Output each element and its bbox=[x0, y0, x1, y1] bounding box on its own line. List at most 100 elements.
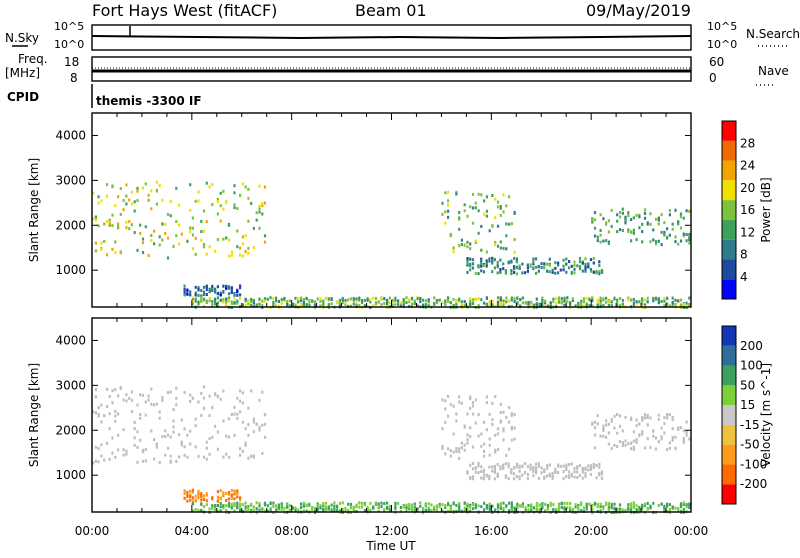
scatter-cell bbox=[97, 201, 100, 205]
scatter-cell bbox=[510, 504, 513, 507]
scatter-cell bbox=[386, 298, 389, 302]
scatter-cell bbox=[488, 465, 491, 469]
scatter-cell bbox=[377, 505, 380, 508]
scatter-cell bbox=[233, 412, 236, 416]
scatter-cell bbox=[366, 298, 369, 302]
scatter-cell bbox=[621, 207, 624, 211]
scatter-cell bbox=[573, 260, 576, 264]
scatter-cell bbox=[97, 460, 100, 464]
scatter-cell bbox=[654, 436, 658, 440]
scatter-cell bbox=[616, 304, 619, 308]
scatter-cell bbox=[483, 442, 486, 446]
scatter-cell bbox=[449, 504, 452, 508]
scatter-cell bbox=[460, 238, 463, 242]
scatter-cell bbox=[230, 286, 233, 290]
scatter-cell bbox=[386, 302, 389, 306]
scatter-cell bbox=[674, 435, 677, 439]
scatter-cell bbox=[632, 439, 635, 443]
scatter-cell bbox=[652, 238, 655, 242]
scatter-cell bbox=[499, 213, 502, 217]
scatter-cell bbox=[230, 300, 233, 304]
scatter-cell bbox=[200, 294, 203, 298]
scatter-cell bbox=[589, 473, 593, 476]
scatter-cell bbox=[649, 506, 652, 510]
freq-hi: 18 bbox=[64, 55, 79, 69]
colorbar-tick-label: -100 bbox=[740, 457, 767, 471]
scatter-cell bbox=[266, 297, 269, 301]
scatter-cell bbox=[677, 220, 680, 224]
scatter-cell bbox=[502, 246, 505, 250]
scatter-cell bbox=[643, 211, 647, 215]
scatter-cell bbox=[222, 419, 225, 423]
scatter-cell bbox=[225, 297, 228, 301]
scatter-cell bbox=[598, 260, 601, 264]
scatter-cell bbox=[660, 230, 663, 234]
scatter-cell bbox=[227, 491, 231, 494]
scatter-cell bbox=[599, 505, 602, 508]
scatter-cell bbox=[427, 298, 430, 302]
scatter-cell bbox=[469, 205, 472, 209]
scatter-cell bbox=[377, 300, 380, 304]
scatter-cell bbox=[505, 296, 508, 300]
scatter-cell bbox=[521, 473, 524, 477]
scatter-cell bbox=[630, 507, 633, 511]
scatter-cell bbox=[480, 224, 483, 228]
scatter-cell bbox=[643, 502, 647, 506]
scatter-cell bbox=[169, 390, 172, 394]
power-ylabel: Slant Range [km] bbox=[27, 158, 41, 262]
scatter-cell bbox=[291, 303, 294, 307]
scatter-cell bbox=[233, 503, 236, 507]
scatter-cell bbox=[214, 297, 217, 301]
scatter-cell bbox=[202, 293, 206, 296]
scatter-cell bbox=[219, 501, 222, 505]
scatter-cell bbox=[208, 185, 211, 189]
scatter-cell bbox=[444, 210, 447, 214]
x-tick-label: 00:00 bbox=[674, 524, 709, 538]
scatter-cell bbox=[577, 503, 580, 507]
scatter-cell bbox=[502, 299, 505, 303]
scatter-cell bbox=[466, 245, 469, 249]
scatter-cell bbox=[527, 504, 530, 507]
scatter-cell bbox=[227, 254, 231, 258]
scatter-cell bbox=[422, 303, 425, 307]
scatter-cell bbox=[191, 499, 194, 503]
scatter-cell bbox=[652, 296, 655, 300]
scatter-cell bbox=[233, 509, 236, 513]
scatter-cell bbox=[216, 238, 219, 242]
scatter-cell bbox=[638, 215, 641, 219]
scatter-cell bbox=[236, 416, 239, 420]
scatter-cell bbox=[227, 417, 231, 421]
scatter-cell bbox=[422, 507, 425, 510]
scatter-cell bbox=[191, 509, 194, 513]
power-frame bbox=[91, 112, 692, 308]
scatter-cell bbox=[200, 391, 203, 395]
scatter-cell bbox=[641, 299, 644, 303]
scatter-cell bbox=[258, 398, 261, 402]
scatter-cell bbox=[607, 442, 610, 446]
scatter-cell bbox=[272, 296, 275, 300]
scatter-cell bbox=[214, 299, 217, 303]
scatter-cell bbox=[125, 202, 128, 206]
scatter-cell bbox=[117, 394, 120, 398]
scatter-cell bbox=[205, 503, 208, 507]
scatter-cell bbox=[510, 296, 513, 300]
scatter-cell bbox=[324, 505, 328, 509]
scatter-cell bbox=[422, 298, 425, 302]
scatter-cell bbox=[241, 242, 244, 246]
scatter-cell bbox=[485, 474, 488, 478]
scatter-cell bbox=[660, 213, 663, 217]
y-tick-label: 3000 bbox=[55, 378, 86, 392]
scatter-cell bbox=[466, 441, 469, 445]
scatter-cell bbox=[455, 419, 458, 423]
scatter-cell bbox=[646, 423, 649, 427]
scatter-cell bbox=[441, 503, 444, 507]
scatter-cell bbox=[105, 194, 109, 198]
scatter-cell bbox=[338, 298, 341, 302]
scatter-cell bbox=[258, 204, 261, 208]
scatter-cell bbox=[488, 474, 491, 478]
scatter-cell bbox=[591, 304, 594, 308]
scatter-cell bbox=[263, 422, 267, 426]
scatter-cell bbox=[463, 448, 466, 452]
scatter-cell bbox=[275, 296, 278, 300]
scatter-cell bbox=[258, 508, 261, 512]
